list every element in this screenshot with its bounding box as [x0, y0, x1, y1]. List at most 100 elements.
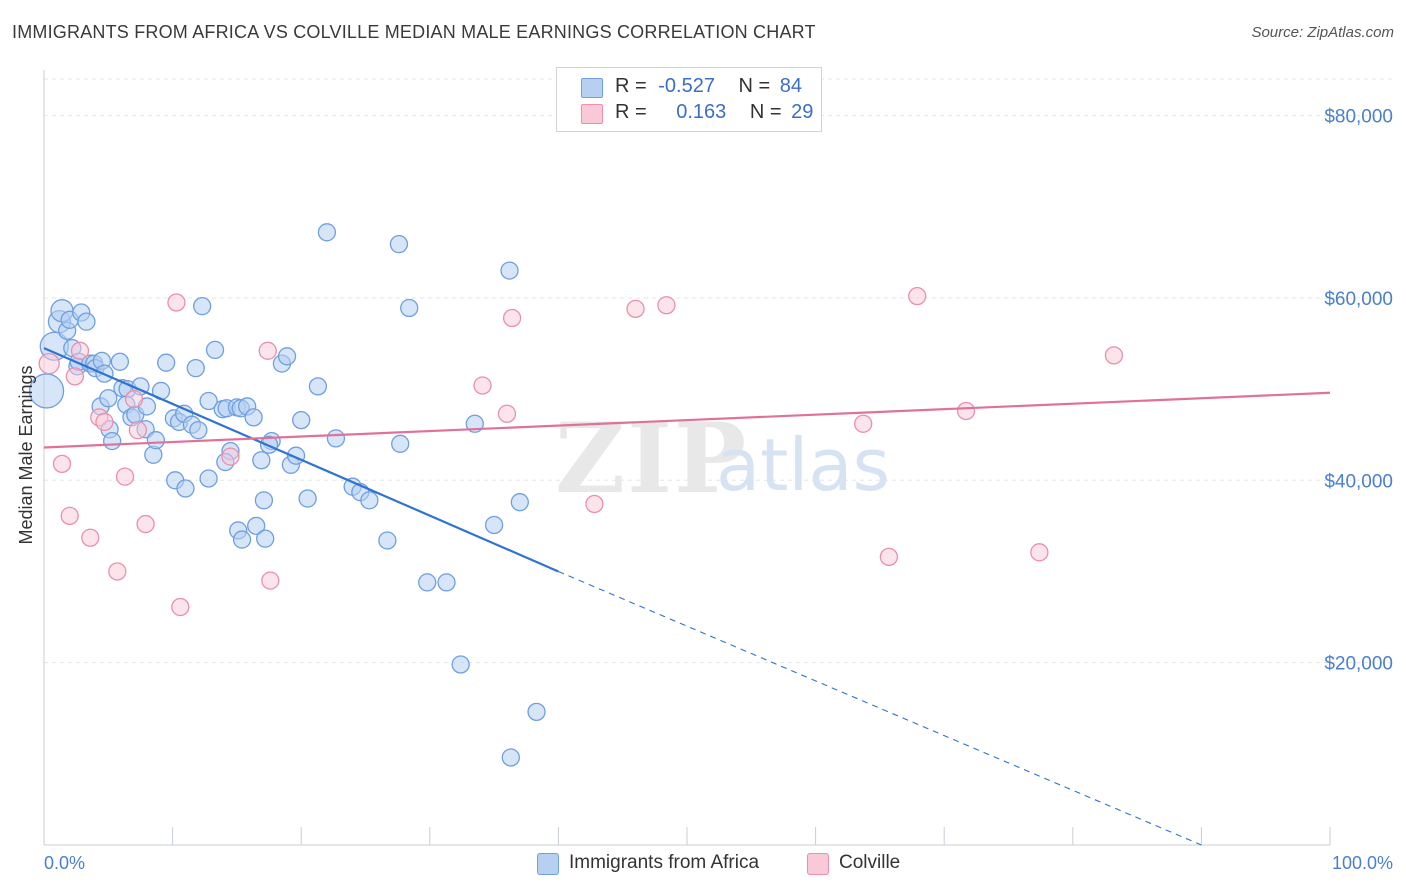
trend-line-africa [43, 347, 559, 573]
data-point-africa [254, 491, 274, 510]
data-point-colville [502, 308, 522, 328]
data-point-colville [879, 547, 899, 567]
data-point-colville [95, 412, 114, 432]
legend-swatch-africa [581, 78, 603, 98]
data-point-colville [1104, 346, 1124, 365]
data-point-africa [484, 515, 504, 535]
data-point-africa [157, 353, 176, 372]
data-point-africa [326, 429, 346, 448]
legend-swatch-colville [581, 104, 603, 124]
data-point-africa [510, 493, 529, 512]
legend-r-value: 0.163 [676, 101, 727, 123]
data-point-africa [189, 420, 208, 440]
watermark-atlas: atlas [716, 423, 890, 507]
x-tick-label-min: 0.0% [44, 853, 85, 873]
x-tick-labels: 0.0% 100.0% [44, 853, 1393, 873]
data-point-africa [256, 529, 275, 548]
data-point-africa [103, 431, 122, 451]
data-point-colville [128, 420, 148, 440]
data-point-colville [473, 376, 492, 395]
legend-n-label: N = [749, 101, 782, 123]
y-axis-label: Median Male Earnings [16, 365, 36, 544]
trend-line-colville [43, 391, 1331, 449]
data-point-africa [317, 223, 337, 242]
source-label: Source: ZipAtlas.com [1251, 24, 1394, 41]
data-point-colville [70, 341, 90, 360]
data-point-colville [956, 401, 976, 421]
data-point-colville [124, 389, 144, 409]
data-point-africa [437, 573, 456, 592]
data-point-africa [500, 261, 519, 280]
data-point-africa [28, 373, 65, 409]
data-point-colville [258, 341, 277, 360]
bottom-legend-swatch-africa [537, 853, 559, 875]
data-point-africa [77, 312, 96, 331]
data-point-africa [298, 489, 317, 508]
data-point-colville [52, 454, 72, 474]
data-point-africa [378, 531, 397, 550]
data-point-africa [360, 491, 379, 510]
data-point-colville [167, 293, 186, 312]
data-point-colville [221, 447, 240, 466]
legend-n-label: N = [738, 75, 771, 97]
data-point-africa [110, 352, 130, 371]
data-point-africa [247, 516, 266, 536]
legend-r-label: R = [615, 101, 647, 123]
data-point-africa [193, 296, 212, 316]
legend-r-label: R = [615, 75, 647, 97]
data-point-africa [176, 479, 195, 498]
data-point-africa [292, 410, 311, 430]
bottom-legend-colville: Colville [807, 850, 927, 878]
data-point-africa [199, 469, 218, 488]
trend-line-africa-extension [558, 570, 1202, 846]
x-tick-label-max: 100.0% [1332, 853, 1393, 873]
data-point-colville [136, 514, 155, 534]
y-tick-label: $80,000 [1324, 107, 1393, 128]
watermark: ZIP atlas [555, 402, 890, 515]
bottom-legend-africa: Immigrants from Africa [537, 850, 787, 878]
data-point-colville [60, 506, 79, 526]
grid-lines [44, 78, 1392, 664]
data-point-africa [99, 389, 118, 408]
chart-title: IMMIGRANTS FROM AFRICA VS COLVILLE MEDIA… [12, 22, 816, 42]
data-point-africa [389, 234, 409, 254]
legend-n-value: 84 [779, 75, 803, 97]
y-tick-label: $40,000 [1324, 471, 1393, 492]
data-point-africa [277, 347, 297, 366]
data-point-africa [527, 702, 546, 722]
data-point-africa [252, 451, 271, 470]
data-point-colville [261, 571, 280, 590]
data-point-africa [244, 408, 263, 427]
data-point-colville [38, 352, 60, 375]
data-point-colville [65, 367, 85, 386]
axes [43, 70, 1331, 846]
data-point-africa [400, 298, 419, 318]
bottom-legend-label-colville: Colville [839, 852, 901, 873]
data-point-africa [501, 748, 520, 767]
legend-n-value: 29 [791, 101, 814, 123]
data-point-africa [308, 377, 328, 396]
y-tick-label: $20,000 [1324, 654, 1393, 675]
data-point-colville [626, 299, 645, 319]
data-point-colville [657, 296, 676, 315]
data-point-colville [108, 562, 127, 581]
series-colville [38, 286, 1124, 617]
stats-legend: R = -0.527 N = 84 R = 0.163 N = 29 [556, 67, 822, 132]
data-point-colville [171, 597, 190, 617]
data-point-colville [1030, 543, 1049, 562]
data-point-africa [418, 573, 437, 592]
data-point-africa [205, 340, 225, 360]
data-point-africa [199, 391, 218, 411]
data-point-colville [854, 414, 873, 433]
data-point-africa [232, 530, 252, 549]
bottom-legend-label-africa: Immigrants from Africa [569, 852, 760, 873]
data-point-colville [115, 467, 135, 486]
y-tick-label: $60,000 [1324, 289, 1393, 310]
data-point-colville [497, 404, 517, 423]
data-point-colville [585, 494, 604, 514]
legend-r-value: -0.527 [658, 75, 715, 97]
data-point-africa [146, 431, 166, 450]
data-point-africa [391, 434, 410, 453]
y-tick-labels: $20,000 $40,000 $60,000 $80,000 [1324, 107, 1393, 675]
